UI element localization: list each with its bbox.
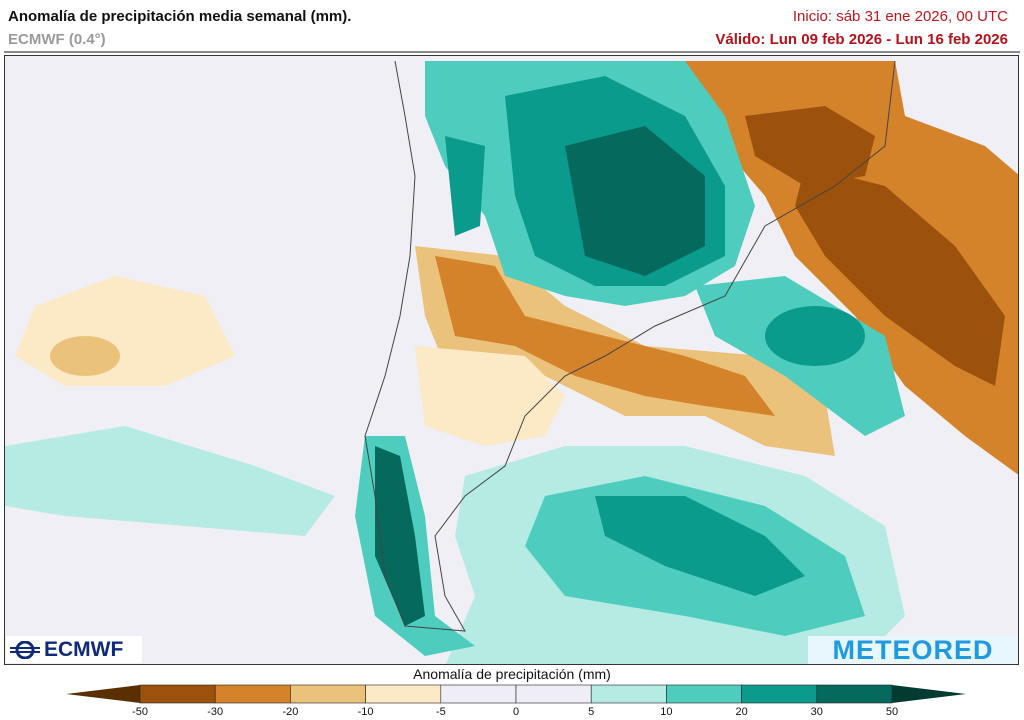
colorbar-tick-label: 10 xyxy=(660,706,673,718)
continent-outline xyxy=(364,60,896,632)
dry-anomaly-pacific xyxy=(15,276,235,386)
meteored-logo: METEORED xyxy=(808,634,1018,665)
colorbar-segment xyxy=(816,684,893,704)
wet-anomaly-atlantic-core xyxy=(765,306,865,366)
meteored-logo-text: METEORED xyxy=(832,634,994,665)
colorbar-high-extend xyxy=(892,685,966,703)
colorbar-low-extend xyxy=(66,685,140,703)
colorbar-tick-label: -30 xyxy=(207,706,224,718)
ecmwf-logo: ECMWF xyxy=(6,636,142,663)
colorbar-segment xyxy=(139,684,216,704)
model-label: ECMWF (0.4°) xyxy=(8,31,106,48)
colorbar-segment xyxy=(515,684,592,704)
wet-anomaly-andes-north xyxy=(445,136,485,236)
precipitation-anomaly-map xyxy=(4,55,1019,665)
ecmwf-logo-icon xyxy=(10,640,40,659)
colorbar-segment xyxy=(214,684,291,704)
wet-anomaly-pacific xyxy=(5,426,335,536)
colorbar-tick-label: -50 xyxy=(132,706,148,718)
colorbar-segment xyxy=(365,684,442,704)
colorbar xyxy=(66,684,966,704)
wet-anomaly-south-atlantic-max xyxy=(595,496,805,596)
map-title: Anomalía de precipitación media semanal … xyxy=(8,8,352,25)
header-divider xyxy=(4,51,1020,53)
colorbar-segment xyxy=(741,684,818,704)
colorbar-segment xyxy=(590,684,667,704)
colorbar-tick-label: 20 xyxy=(735,706,748,718)
colorbar-tick-label: -20 xyxy=(282,706,299,718)
colorbar-segment xyxy=(290,684,366,704)
colorbar-tick-label: -10 xyxy=(357,706,374,718)
init-time: Inicio: sáb 31 ene 2026, 00 UTC xyxy=(792,8,1008,25)
colorbar-segment xyxy=(666,684,742,704)
legend-title: Anomalía de precipitación (mm) xyxy=(413,666,611,682)
dry-anomaly-argentina-core xyxy=(435,256,775,416)
colorbar-tick-label: -5 xyxy=(435,706,446,718)
dry-anomaly-core-2 xyxy=(745,106,875,186)
dry-anomaly-core xyxy=(795,166,1005,386)
wet-anomaly-brazil-max xyxy=(565,126,705,276)
dry-anomaly-pampa xyxy=(415,346,565,446)
valid-period: Válido: Lun 09 feb 2026 - Lun 16 feb 202… xyxy=(715,31,1008,48)
colorbar-segment xyxy=(440,684,517,704)
colorbar-tick-label: 50 xyxy=(885,706,899,718)
colorbar-tick-label: 0 xyxy=(512,706,520,718)
colorbar-tick-label: 30 xyxy=(810,706,823,718)
dry-anomaly-pacific-core xyxy=(50,336,120,376)
colorbar-tick-label: 5 xyxy=(588,706,595,718)
ecmwf-logo-text: ECMWF xyxy=(44,637,124,661)
map-field xyxy=(5,60,1018,664)
